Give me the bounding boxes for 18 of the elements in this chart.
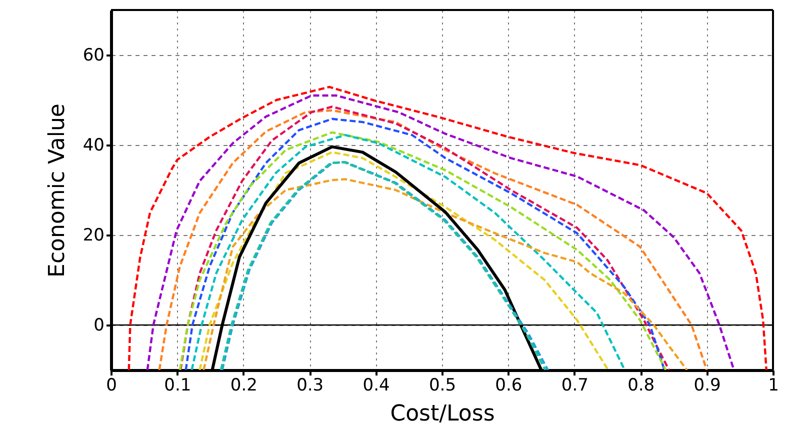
y-tick-label: 0 <box>94 316 104 336</box>
y-tick-label: 60 <box>82 46 104 66</box>
x-tick-label: 0.5 <box>428 376 456 396</box>
y-axis-title: Economic Value <box>44 104 70 278</box>
x-tick-label: 0.1 <box>164 376 192 396</box>
x-tick-label: 0.8 <box>628 376 655 396</box>
x-tick-label: 0 <box>106 376 117 396</box>
line-series <box>202 178 688 370</box>
x-tick-label: 0.9 <box>694 376 721 396</box>
x-tick-label: 0.6 <box>495 376 522 396</box>
x-tick-label: 1 <box>768 376 779 396</box>
x-axis-title: Cost/Loss <box>390 402 495 426</box>
y-tick-label: 20 <box>82 226 104 246</box>
x-tick-label: 0.7 <box>561 376 588 396</box>
x-tick-label: 0.3 <box>296 376 324 396</box>
x-tick-label: 0.2 <box>230 376 258 396</box>
x-tick-label: 0.4 <box>362 376 390 396</box>
y-tick-label: 40 <box>82 136 104 156</box>
